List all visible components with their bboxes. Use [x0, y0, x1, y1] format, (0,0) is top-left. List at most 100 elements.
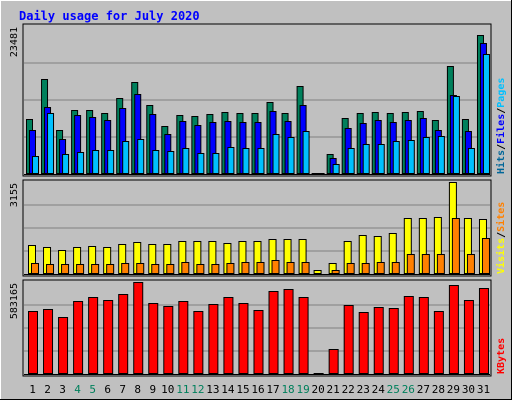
- day-label-23: 23: [357, 383, 370, 396]
- bar-pages-30: [467, 148, 475, 174]
- day-label-31: 31: [477, 383, 490, 396]
- bar-kbytes-2: [43, 309, 54, 374]
- bar-pages-27: [422, 137, 430, 174]
- bar-kbytes-21: [328, 349, 339, 374]
- bar-sites-16: [256, 262, 265, 274]
- legend-visits-sites: Visits/Sites: [495, 202, 507, 274]
- bar-kbytes-23: [358, 312, 369, 374]
- bar-sites-17: [271, 260, 280, 274]
- legend-item-0: KBytes: [496, 338, 507, 374]
- bar-pages-28: [437, 136, 445, 174]
- bar-kbytes-29: [448, 285, 459, 374]
- day-label-27: 27: [417, 383, 430, 396]
- legend-item-0: Visits: [495, 238, 507, 274]
- y-max-label: 23481: [9, 27, 20, 57]
- y-max-label: 3155: [9, 183, 20, 207]
- legend-item-2: Sites: [495, 202, 507, 232]
- bar-pages-25: [392, 141, 400, 174]
- bar-pages-19: [302, 131, 310, 174]
- day-label-9: 9: [149, 383, 156, 396]
- bar-kbytes-7: [118, 294, 129, 374]
- day-label-28: 28: [432, 383, 445, 396]
- bar-pages-5: [92, 150, 100, 174]
- bar-pages-11: [182, 148, 190, 174]
- bar-kbytes-26: [403, 296, 414, 374]
- bar-sites-21: [331, 270, 340, 274]
- bar-kbytes-30: [463, 300, 474, 374]
- day-label-17: 17: [266, 383, 279, 396]
- day-label-12: 12: [191, 383, 204, 396]
- chart-panels: 23481Hits/Files/Pages3155Visits/Sites583…: [9, 23, 507, 377]
- panel-visits-sites: 3155 Visits/Sites: [9, 179, 507, 277]
- bar-sites-25: [391, 262, 400, 274]
- bar-kbytes-11: [178, 301, 189, 374]
- day-label-16: 16: [251, 383, 264, 396]
- bar-sites-11: [181, 262, 190, 274]
- series-pages: [32, 54, 490, 174]
- bar-kbytes-25: [388, 308, 399, 374]
- bar-pages-18: [287, 137, 295, 174]
- bar-pages-16: [257, 148, 265, 174]
- bar-kbytes-22: [343, 305, 354, 374]
- bar-pages-21: [332, 164, 340, 174]
- day-label-3: 3: [59, 383, 66, 396]
- day-label-14: 14: [221, 383, 235, 396]
- bar-pages-1: [32, 156, 39, 174]
- legend-item-1: /: [496, 144, 507, 150]
- legend-item-0: Hits: [495, 150, 507, 174]
- day-label-13: 13: [206, 383, 219, 396]
- series-kbytes: [28, 282, 489, 374]
- bar-pages-15: [242, 148, 250, 174]
- bar-sites-8: [136, 263, 145, 274]
- bar-kbytes-3: [58, 317, 69, 374]
- bar-pages-3: [62, 154, 70, 174]
- bar-kbytes-9: [148, 303, 159, 374]
- legend-item-4: Pages: [496, 78, 507, 108]
- bar-sites-19: [301, 262, 310, 274]
- bar-kbytes-16: [253, 310, 264, 374]
- bar-sites-24: [376, 262, 385, 274]
- day-label-10: 10: [161, 383, 174, 396]
- bar-kbytes-15: [238, 303, 249, 374]
- day-label-26: 26: [402, 383, 415, 396]
- day-label-15: 15: [236, 383, 249, 396]
- bar-kbytes-24: [373, 307, 384, 374]
- bar-kbytes-5: [88, 297, 99, 374]
- day-label-4: 4: [74, 383, 81, 396]
- day-label-29: 29: [447, 383, 460, 396]
- chart-title: Daily usage for July 2020: [19, 9, 200, 23]
- bar-sites-9: [151, 264, 160, 274]
- legend-item-2: Files: [495, 114, 507, 144]
- bar-kbytes-27: [418, 297, 429, 374]
- bar-pages-8: [137, 139, 145, 174]
- bar-sites-5: [91, 264, 100, 274]
- bar-sites-31: [481, 238, 490, 274]
- bar-pages-29: [452, 96, 460, 174]
- bar-kbytes-4: [73, 301, 84, 374]
- series-sites: [31, 218, 490, 274]
- bar-kbytes-12: [193, 311, 204, 374]
- bar-pages-12: [197, 153, 205, 174]
- bar-sites-10: [166, 264, 175, 274]
- bar-pages-26: [407, 140, 415, 174]
- day-label-18: 18: [281, 383, 294, 396]
- bar-kbytes-17: [268, 291, 279, 374]
- bar-sites-12: [196, 264, 205, 274]
- bar-pages-2: [47, 113, 55, 174]
- bar-sites-29: [451, 218, 460, 274]
- bar-kbytes-1: [28, 311, 38, 374]
- bar-pages-24: [377, 144, 385, 174]
- bar-sites-14: [226, 263, 235, 274]
- day-label-24: 24: [372, 383, 386, 396]
- bar-kbytes-14: [223, 297, 234, 374]
- bar-kbytes-13: [208, 304, 219, 374]
- day-label-7: 7: [119, 383, 126, 396]
- bar-sites-23: [361, 263, 370, 274]
- day-label-8: 8: [134, 383, 141, 396]
- bar-sites-2: [46, 264, 55, 274]
- legend-item-1: /: [496, 232, 507, 238]
- bar-pages-14: [227, 147, 235, 174]
- bar-pages-17: [272, 134, 280, 174]
